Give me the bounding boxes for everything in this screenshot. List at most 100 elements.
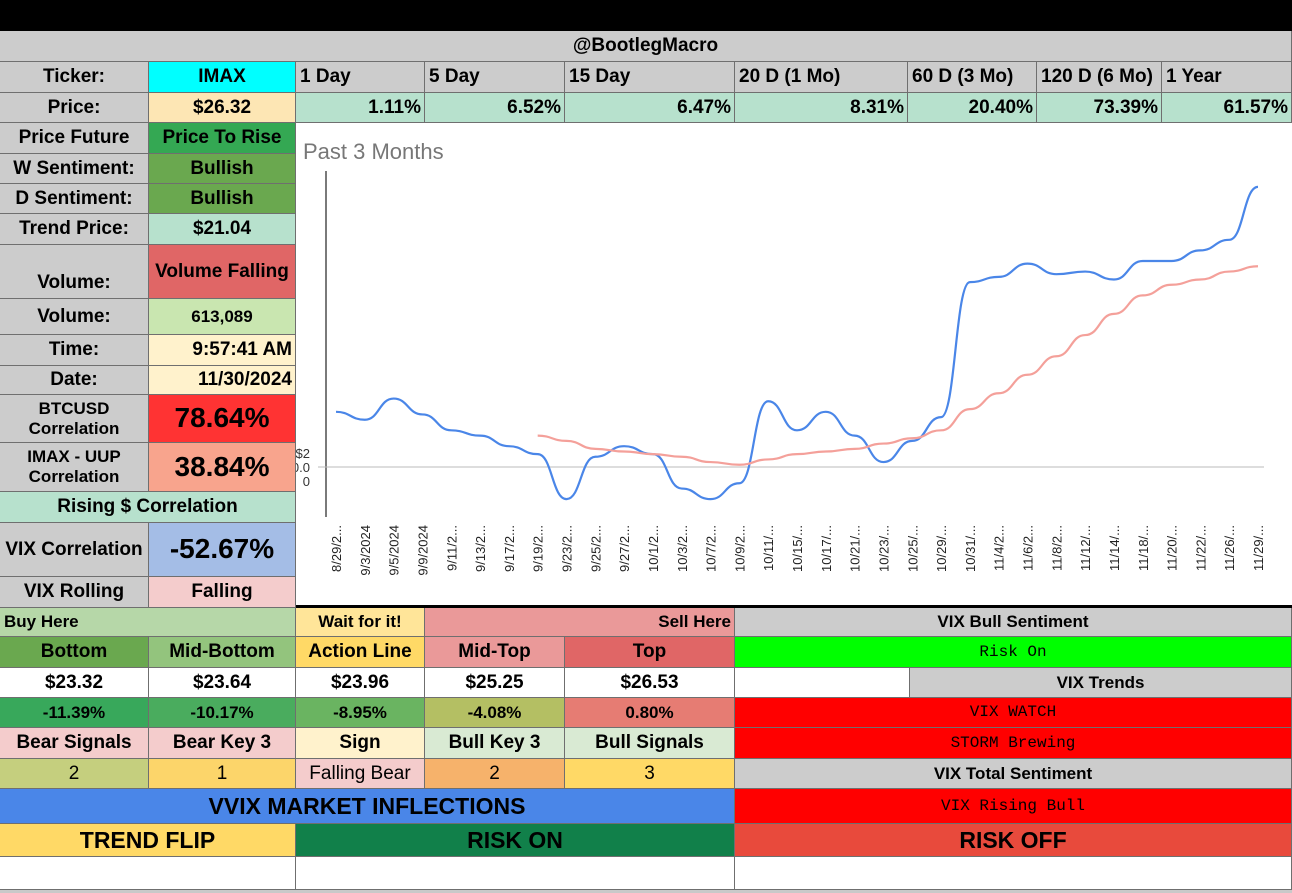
- time-value: 9:57:41 AM: [149, 335, 296, 366]
- risk-off-value: [735, 857, 1292, 890]
- level-mid-top-price: $25.25: [425, 668, 565, 698]
- period-5d-change: 6.52%: [425, 93, 565, 123]
- x-tick-label: 10/31/...: [963, 525, 978, 572]
- sign-value: Falling Bear: [296, 759, 425, 789]
- x-tick-label: 11/29/...: [1251, 525, 1266, 571]
- x-tick-label: 9/25/2...: [588, 525, 603, 572]
- period-15d-change: 6.47%: [565, 93, 735, 123]
- level-bottom-pct: -11.39%: [0, 698, 149, 728]
- x-tick-label: 10/23/...: [876, 525, 891, 572]
- y-tick-label: 0.0: [296, 460, 310, 475]
- bull-signals-value: 3: [565, 759, 735, 789]
- ticker-value[interactable]: IMAX: [149, 62, 296, 93]
- ticker-label: Ticker:: [0, 62, 149, 93]
- x-tick-label: 8/29/2...: [329, 525, 344, 572]
- x-tick-label: 9/5/2024: [387, 525, 402, 576]
- x-tick-label: 10/21/...: [848, 525, 863, 572]
- period-60d-label: 60 D (3 Mo): [908, 62, 1037, 93]
- x-tick-label: 11/14/...: [1107, 525, 1122, 571]
- x-tick-label: 10/9/2...: [732, 525, 747, 572]
- level-mid-bottom-price: $23.64: [149, 668, 296, 698]
- volume-trend-label: Volume:: [0, 245, 149, 299]
- x-tick-label: 9/17/2...: [502, 525, 517, 572]
- series-line-price: [335, 185, 1259, 501]
- bear-key3-header: Bear Key 3: [149, 728, 296, 759]
- bear-signals-header: Bear Signals: [0, 728, 149, 759]
- x-tick-label: 10/29/...: [934, 525, 949, 572]
- price-future-value: Price To Rise: [149, 123, 296, 154]
- period-1y-change: 61.57%: [1162, 93, 1292, 123]
- series-line-trend: [537, 265, 1259, 466]
- date-label: Date:: [0, 366, 149, 395]
- header-handle: @BootlegMacro: [0, 31, 1292, 62]
- level-top-header: Top: [565, 637, 735, 668]
- level-bottom-price: $23.32: [0, 668, 149, 698]
- trend-flip: TREND FLIP: [0, 824, 296, 857]
- level-mid-bottom-header: Mid-Bottom: [149, 637, 296, 668]
- y-tick-label: $2: [296, 446, 310, 461]
- btc-correlation-value: 78.64%: [149, 395, 296, 443]
- vix-trends: VIX Trends: [910, 668, 1292, 698]
- chart-title: Past 3 Months: [303, 139, 444, 164]
- trend-price-value: $21.04: [149, 214, 296, 245]
- period-15d-label: 15 Day: [565, 62, 735, 93]
- trend-flip-value: [0, 857, 296, 890]
- vix-rolling-label: VIX Rolling: [0, 577, 149, 608]
- x-tick-label: 10/3/2...: [675, 525, 690, 572]
- vvix-title: VVIX MARKET INFLECTIONS: [0, 789, 735, 824]
- x-tick-label: 11/18/...: [1136, 525, 1151, 571]
- period-1d-label: 1 Day: [296, 62, 425, 93]
- vix-rising-bull: VIX Rising Bull: [735, 789, 1292, 824]
- bear-key3-value: 1: [149, 759, 296, 789]
- x-tick-label: 10/1/2...: [646, 525, 661, 572]
- x-tick-label: 11/4/2...: [992, 525, 1007, 571]
- period-1d-change: 1.11%: [296, 93, 425, 123]
- x-tick-label: 11/8/2...: [1049, 525, 1064, 571]
- x-tick-label: 10/7/2...: [704, 525, 719, 572]
- sign-header: Sign: [296, 728, 425, 759]
- w-sentiment-value: Bullish: [149, 154, 296, 184]
- vix-rolling-value: Falling: [149, 577, 296, 608]
- uup-correlation-value: 38.84%: [149, 443, 296, 492]
- btc-correlation-label: BTCUSD Correlation: [0, 395, 149, 443]
- chart-plot: $20.00 8/29/2... 9/3/2024 9/5/2024 9/9/2024 9…: [296, 171, 1266, 576]
- x-tick-label: 9/9/2024: [415, 525, 430, 576]
- vix-storm: STORM Brewing: [735, 728, 1292, 759]
- trend-price-label: Trend Price:: [0, 214, 149, 245]
- x-tick-label: 11/12/...: [1078, 525, 1093, 571]
- level-mid-bottom-pct: -10.17%: [149, 698, 296, 728]
- volume-label: Volume:: [0, 299, 149, 335]
- bottom-border: [0, 890, 1292, 893]
- x-tick-label: 9/19/2...: [531, 525, 546, 572]
- price-value: $26.32: [149, 93, 296, 123]
- risk-on-value: [296, 857, 735, 890]
- time-label: Time:: [0, 335, 149, 366]
- x-tick-label: 9/11/2...: [444, 525, 459, 571]
- level-mid-top-header: Mid-Top: [425, 637, 565, 668]
- vix-correlation-value: -52.67%: [149, 523, 296, 577]
- x-tick-label: 11/20/...: [1165, 525, 1180, 571]
- level-top-price: $26.53: [565, 668, 735, 698]
- d-sentiment-value: Bullish: [149, 184, 296, 214]
- buy-here-label: Buy Here: [0, 608, 296, 637]
- level-action-line-header: Action Line: [296, 637, 425, 668]
- vix-trends-blank: [735, 668, 910, 698]
- y-tick-label: 0: [303, 474, 310, 489]
- risk-off-label: RISK OFF: [735, 824, 1292, 857]
- bull-key3-value: 2: [425, 759, 565, 789]
- bear-signals-value: 2: [0, 759, 149, 789]
- x-tick-label: 10/15/...: [790, 525, 805, 572]
- x-tick-label: 11/22/...: [1193, 525, 1208, 571]
- wait-label: Wait for it!: [296, 608, 425, 637]
- x-tick-label: 9/13/2...: [473, 525, 488, 572]
- period-1y-label: 1 Year: [1162, 62, 1292, 93]
- date-value: 11/30/2024: [149, 366, 296, 395]
- level-action-line-pct: -8.95%: [296, 698, 425, 728]
- period-120d-change: 73.39%: [1037, 93, 1162, 123]
- vix-risk-on: Risk On: [735, 637, 1292, 668]
- vix-correlation-label: VIX Correlation: [0, 523, 149, 577]
- rising-correlation: Rising $ Correlation: [0, 492, 296, 523]
- period-60d-change: 20.40%: [908, 93, 1037, 123]
- period-20d-label: 20 D (1 Mo): [735, 62, 908, 93]
- x-tick-label: 9/27/2...: [617, 525, 632, 572]
